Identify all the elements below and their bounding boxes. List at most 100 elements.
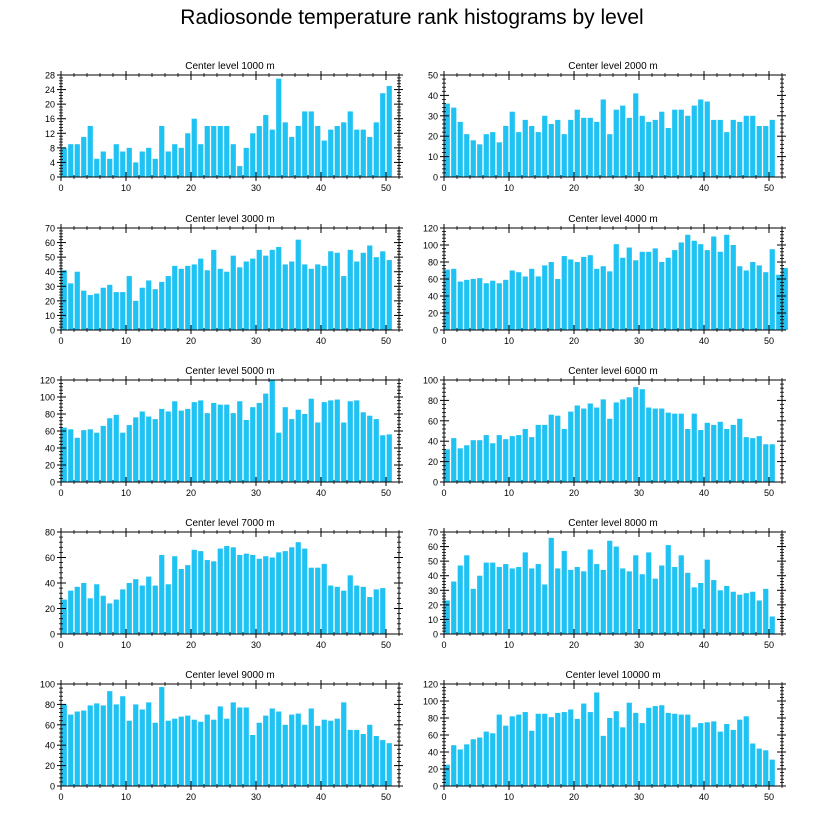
y-tick-label: 80 <box>45 528 55 538</box>
bar <box>178 410 184 482</box>
bar <box>561 134 567 177</box>
bar <box>646 407 652 482</box>
x-tick-label: 20 <box>569 792 579 802</box>
bar <box>561 428 567 482</box>
bar <box>548 537 554 634</box>
bar <box>152 158 158 177</box>
x-tick-label: 20 <box>569 183 579 193</box>
bar <box>172 718 178 786</box>
x-tick-label: 50 <box>764 792 774 802</box>
bar <box>360 129 366 177</box>
bar <box>243 553 249 634</box>
bar <box>321 563 327 635</box>
bar <box>659 262 665 330</box>
bar <box>185 715 191 786</box>
bar <box>594 268 600 330</box>
bar <box>185 265 191 330</box>
bar <box>94 158 100 177</box>
bar <box>315 126 321 177</box>
bar <box>639 574 645 634</box>
y-tick-label: 50 <box>428 557 438 567</box>
bar <box>730 729 736 786</box>
bar <box>548 262 554 330</box>
y-tick-label: 10 <box>428 615 438 625</box>
bar <box>626 117 632 177</box>
bar <box>165 151 171 177</box>
bar <box>743 716 749 786</box>
bar <box>574 109 580 177</box>
bar <box>516 714 522 786</box>
bar <box>224 126 230 177</box>
bar <box>587 712 593 786</box>
bar <box>386 434 392 482</box>
bar <box>555 415 561 482</box>
bar <box>367 415 373 482</box>
bar <box>198 400 204 482</box>
y-tick-label: 60 <box>428 731 438 741</box>
bar <box>120 589 126 635</box>
x-tick-label: 10 <box>504 792 514 802</box>
bar <box>743 437 749 482</box>
bar <box>354 129 360 177</box>
bar <box>737 121 743 177</box>
panel-10: Center level 10000 m 0 20 40 60 80 100 120 0 10 20… <box>423 670 786 802</box>
x-tick-label: 20 <box>569 336 579 346</box>
bar <box>81 430 87 482</box>
y-tick-label: 120 <box>423 224 438 234</box>
bar <box>217 548 223 634</box>
bar <box>61 270 67 330</box>
bar <box>542 713 548 786</box>
bar <box>282 122 288 177</box>
bar <box>587 403 593 482</box>
bar <box>133 300 139 330</box>
bar <box>198 144 204 177</box>
bar <box>496 566 502 634</box>
bar <box>68 283 74 330</box>
bar <box>380 93 386 177</box>
bar <box>685 115 691 177</box>
bar <box>678 242 684 330</box>
bar <box>451 268 457 330</box>
bar <box>464 134 470 177</box>
y-tick-label: 100 <box>423 376 438 386</box>
bar <box>185 408 191 482</box>
y-tick-label: 100 <box>40 393 55 403</box>
bar <box>165 584 171 634</box>
bar <box>691 413 697 482</box>
y-tick-label: 0 <box>433 173 438 183</box>
bar <box>172 556 178 634</box>
bar <box>769 249 775 330</box>
bar <box>334 718 340 786</box>
x-tick-label: 30 <box>251 792 261 802</box>
bar <box>561 550 567 634</box>
x-tick-label: 20 <box>186 183 196 193</box>
x-tick-label: 0 <box>441 183 446 193</box>
bar <box>483 562 489 634</box>
x-tick-label: 20 <box>186 488 196 498</box>
y-tick-label: 100 <box>423 241 438 251</box>
x-tick-label: 0 <box>58 488 63 498</box>
x-tick-label: 30 <box>251 488 261 498</box>
bar <box>769 616 775 634</box>
y-tick-label: 40 <box>428 437 438 447</box>
bar <box>211 402 217 482</box>
x-tick-label: 40 <box>316 792 326 802</box>
bar <box>555 279 561 330</box>
x-tick-label: 30 <box>634 183 644 193</box>
bar <box>698 583 704 634</box>
bar <box>568 569 574 634</box>
y-tick-label: 16 <box>45 114 55 124</box>
bar <box>172 401 178 482</box>
panel-title: Center level 1000 m <box>185 61 275 72</box>
bar <box>146 416 152 482</box>
x-tick-label: 50 <box>764 183 774 193</box>
bar <box>256 249 262 330</box>
bar <box>600 99 606 177</box>
x-tick-label: 30 <box>251 183 261 193</box>
x-tick-label: 40 <box>699 792 709 802</box>
bar <box>581 703 587 786</box>
bar <box>347 111 353 177</box>
x-tick-label: 40 <box>316 488 326 498</box>
bar <box>659 408 665 482</box>
bar <box>146 576 152 635</box>
